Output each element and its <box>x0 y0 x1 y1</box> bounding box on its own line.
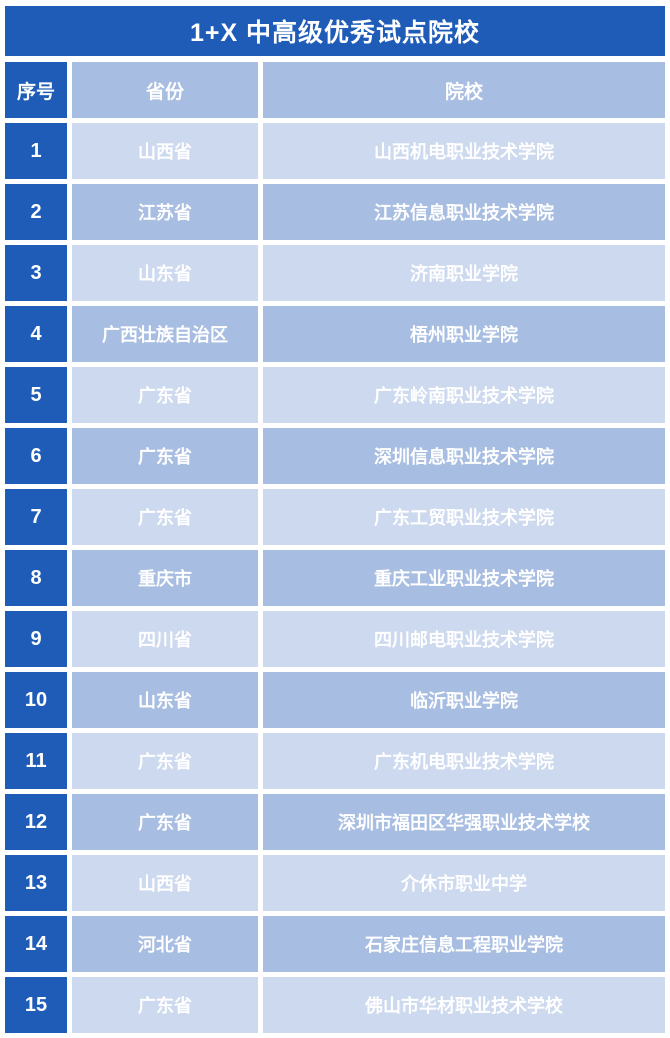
row-institution: 介休市职业中学 <box>263 855 665 911</box>
column-header-province: 省份 <box>72 62 258 118</box>
row-province: 江苏省 <box>72 184 258 240</box>
row-institution: 临沂职业学院 <box>263 672 665 728</box>
row-province: 广东省 <box>72 367 258 423</box>
row-index: 14 <box>5 916 67 972</box>
row-province: 广西壮族自治区 <box>72 306 258 362</box>
row-institution: 广东工贸职业技术学院 <box>263 489 665 545</box>
row-institution: 深圳信息职业技术学院 <box>263 428 665 484</box>
row-province: 山东省 <box>72 245 258 301</box>
row-index: 4 <box>5 306 67 362</box>
row-institution: 四川邮电职业技术学院 <box>263 611 665 667</box>
row-province: 山西省 <box>72 855 258 911</box>
row-index: 11 <box>5 733 67 789</box>
row-index: 9 <box>5 611 67 667</box>
row-index: 6 <box>5 428 67 484</box>
column-header-institution: 院校 <box>263 62 665 118</box>
row-index: 15 <box>5 977 67 1033</box>
row-institution: 江苏信息职业技术学院 <box>263 184 665 240</box>
row-institution: 石家庄信息工程职业学院 <box>263 916 665 972</box>
row-index: 12 <box>5 794 67 850</box>
row-province: 重庆市 <box>72 550 258 606</box>
row-province: 广东省 <box>72 489 258 545</box>
row-index: 7 <box>5 489 67 545</box>
row-institution: 广东机电职业技术学院 <box>263 733 665 789</box>
row-institution: 重庆工业职业技术学院 <box>263 550 665 606</box>
row-index: 1 <box>5 123 67 179</box>
row-index: 5 <box>5 367 67 423</box>
row-institution: 山西机电职业技术学院 <box>263 123 665 179</box>
row-index: 13 <box>5 855 67 911</box>
row-province: 广东省 <box>72 733 258 789</box>
row-index: 8 <box>5 550 67 606</box>
row-province: 广东省 <box>72 794 258 850</box>
row-province: 河北省 <box>72 916 258 972</box>
row-institution: 梧州职业学院 <box>263 306 665 362</box>
row-province: 山东省 <box>72 672 258 728</box>
column-header-index: 序号 <box>5 62 67 118</box>
row-institution: 广东岭南职业技术学院 <box>263 367 665 423</box>
row-index: 10 <box>5 672 67 728</box>
pilot-schools-table: 序号 省份 院校 1 山西省 山西机电职业技术学院 2 江苏省 江苏信息职业技术… <box>5 62 665 1033</box>
row-province: 四川省 <box>72 611 258 667</box>
row-institution: 佛山市华材职业技术学校 <box>263 977 665 1033</box>
row-index: 2 <box>5 184 67 240</box>
row-province: 广东省 <box>72 977 258 1033</box>
row-institution: 深圳市福田区华强职业技术学校 <box>263 794 665 850</box>
row-province: 广东省 <box>72 428 258 484</box>
row-institution: 济南职业学院 <box>263 245 665 301</box>
row-index: 3 <box>5 245 67 301</box>
row-province: 山西省 <box>72 123 258 179</box>
page-title: 1+X 中高级优秀试点院校 <box>5 6 665 56</box>
